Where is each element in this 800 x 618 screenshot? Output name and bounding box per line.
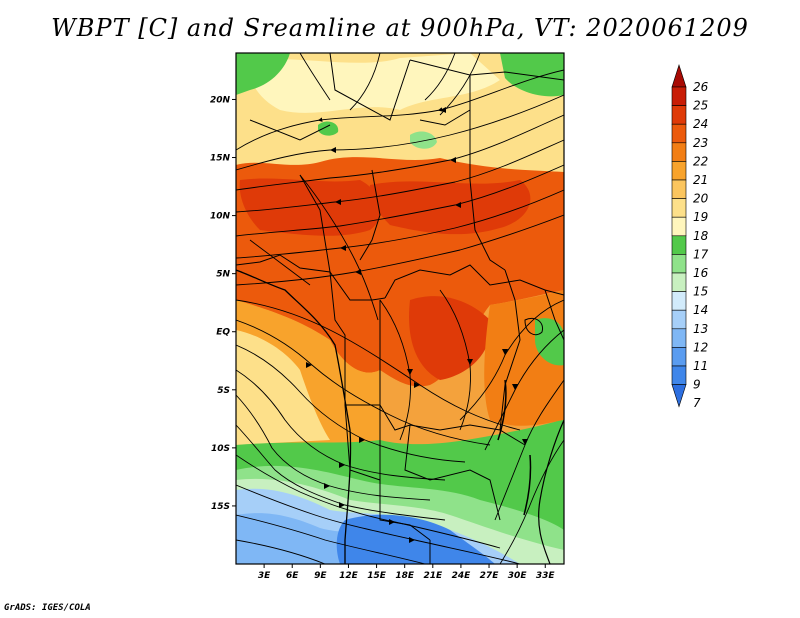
y-axis: 20N 15N 10N 5N EQ 5S 10S 15S (210, 95, 236, 512)
shade-yellow-coast (236, 330, 330, 445)
colorbar-label: 13 (693, 322, 708, 336)
map-frame (235, 52, 565, 565)
x-tick-label: 15E (367, 571, 387, 581)
x-tick-label: 24E (452, 571, 472, 581)
colorbar-label: 15 (693, 285, 708, 299)
y-tick-label: 10S (211, 444, 230, 454)
colorbar-label: 11 (693, 359, 708, 373)
colorbar-swatch (671, 309, 687, 330)
lake-malawi (523, 454, 532, 516)
colorbar-label: 7 (693, 396, 701, 410)
colorbar-swatch (671, 347, 687, 367)
colorbar-swatch (671, 142, 687, 162)
y-tick-label: EQ (216, 328, 230, 338)
shade-north-green-ne (500, 53, 564, 97)
y-tick-label: 15N (210, 154, 231, 164)
chart-title: WBPT [C] and Sreamline at 900hPa, VT: 20… (51, 14, 749, 42)
streamline-arrows (306, 107, 528, 543)
x-tick-label: 9E (314, 571, 327, 581)
colorbar-swatch (671, 161, 687, 181)
colorbar-arrow-top (671, 64, 687, 88)
colorbar-label: 21 (693, 173, 708, 187)
colorbar-swatch (671, 272, 687, 292)
shade-north-light (249, 53, 500, 113)
colorbar-swatch (671, 216, 687, 237)
colorbar-label: 24 (693, 117, 708, 131)
footer-credit: GrADS: IGES/COLA (4, 603, 91, 613)
colorbar-swatch (671, 198, 687, 218)
colorbar-label: 14 (693, 303, 708, 317)
y-tick-label: 5N (216, 270, 230, 280)
y-tick-label: 5S (217, 386, 230, 396)
shade-deep-red-west (239, 178, 381, 236)
colorbar-label: 19 (693, 210, 708, 224)
colorbar-swatch (671, 179, 687, 199)
colorbar-label: 18 (693, 229, 709, 243)
wbpt-shading (236, 53, 564, 564)
coastline (236, 269, 352, 564)
shade-north-green-nw (236, 53, 290, 95)
colorbar-swatch (671, 123, 687, 144)
colorbar-swatch (671, 105, 687, 125)
colorbar-swatch (671, 254, 687, 274)
y-tick-label: 10N (210, 212, 231, 222)
x-tick-label: 33E (536, 571, 556, 581)
colorbar-label: 26 (693, 80, 709, 94)
y-tick-label: 15S (211, 502, 230, 512)
colorbar-label: 16 (693, 266, 709, 280)
east-coastline (538, 419, 564, 564)
colorbar-arrow-bottom (671, 384, 687, 408)
lake-victoria (524, 317, 544, 336)
x-axis: 3E 6E 9E 12E 15E 18E 21E 24E 27E 30E 33E (258, 564, 556, 581)
colorbar-swatch (671, 328, 687, 348)
colorbar-label: 17 (693, 247, 709, 261)
colorbar-label: 22 (693, 154, 708, 168)
x-tick-label: 27E (480, 571, 500, 581)
x-tick-label: 18E (395, 571, 415, 581)
colorbar: 26 25 24 23 22 21 20 19 18 17 16 15 14 13 12 11 9 7 (671, 64, 709, 410)
x-tick-label: 30E (508, 571, 528, 581)
shade-north-green-blob (410, 131, 437, 149)
shade-north-green-blob2 (318, 121, 339, 136)
shade-deep-red-central (369, 180, 531, 235)
colorbar-label: 12 (693, 340, 708, 354)
x-tick-label: 3E (258, 571, 271, 581)
colorbar-label: 23 (693, 136, 708, 150)
colorbar-label: 20 (693, 192, 709, 206)
shade-deepblue-south (336, 514, 495, 564)
x-tick-label: 12E (339, 571, 359, 581)
x-tick-label: 21E (423, 571, 443, 581)
y-tick-label: 20N (210, 95, 231, 105)
x-tick-label: 6E (286, 571, 299, 581)
country-borders (236, 53, 564, 564)
colorbar-label: 9 (693, 378, 701, 392)
colorbar-label: 25 (693, 99, 708, 113)
colorbar-swatch (671, 235, 687, 255)
colorbar-swatch (671, 365, 687, 385)
colorbar-swatch (671, 291, 687, 311)
colorbar-swatch (671, 86, 687, 106)
